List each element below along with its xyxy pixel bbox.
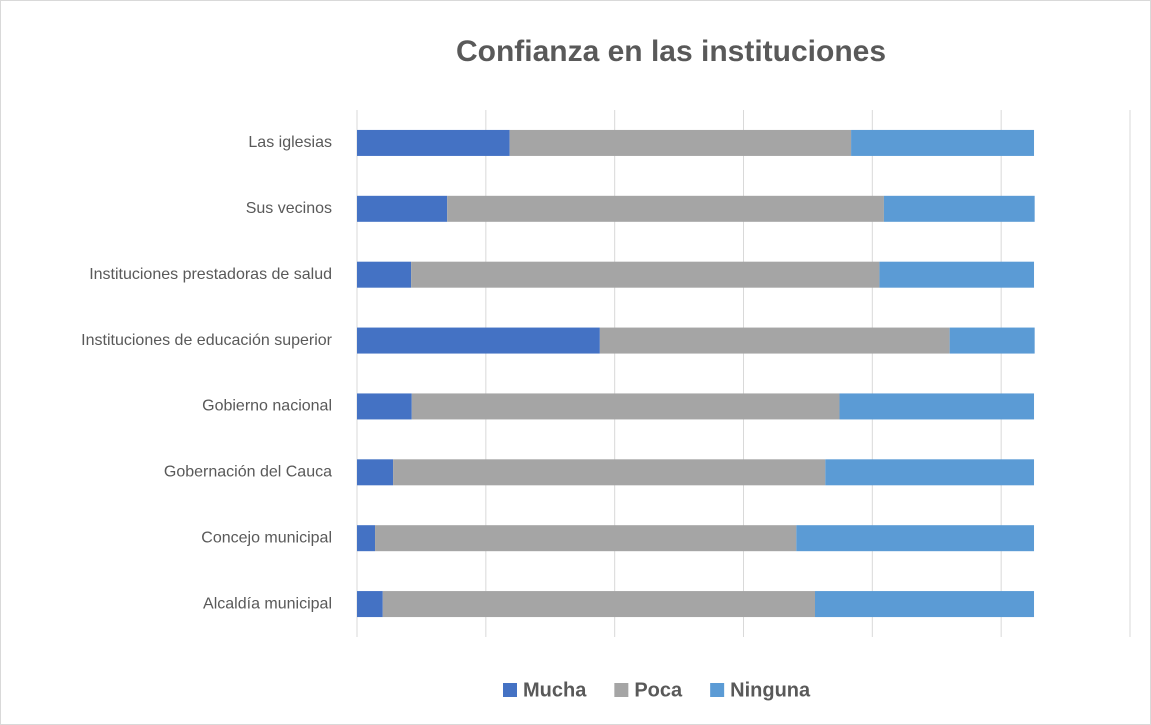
bar-segment (825, 459, 1035, 486)
bar-segment (815, 591, 1035, 618)
y-tick-label: Sus vecinos (246, 200, 332, 217)
y-tick-label: Gobernación del Cauca (164, 464, 332, 481)
bar-segment (357, 129, 510, 156)
bar-segment (357, 591, 383, 618)
bar-segment (357, 525, 376, 552)
bar-segment (411, 393, 840, 420)
y-tick-label: Instituciones prestadoras de salud (89, 266, 332, 283)
y-tick-label: Concejo municipal (201, 529, 332, 546)
legend-swatch (710, 683, 725, 697)
bar-segment (357, 327, 600, 354)
bar-segment (883, 195, 1035, 222)
bar-segment (851, 129, 1035, 156)
bar-segment (357, 261, 412, 288)
bar-segment (509, 129, 852, 156)
bar-segment (357, 195, 448, 222)
bar-segment (447, 195, 884, 222)
bar-segment (357, 459, 394, 486)
bar-segment (375, 525, 797, 552)
y-tick-label: Instituciones de educación superior (81, 332, 332, 349)
bar-segment (839, 393, 1035, 420)
bar-segment (382, 591, 816, 618)
legend-swatch (503, 683, 517, 697)
y-tick-label: Alcaldía municipal (203, 595, 332, 612)
bar-segment (879, 261, 1035, 288)
bar-segment (393, 459, 826, 486)
y-tick-label: Gobierno nacional (202, 398, 332, 415)
legend-swatch (614, 683, 629, 697)
bar-segment (599, 327, 950, 354)
bar-segment (411, 261, 880, 288)
y-tick-label: Las iglesias (248, 134, 332, 151)
bar-segment (357, 393, 412, 420)
legend-label: Ninguna (730, 679, 811, 701)
bar-segment (796, 525, 1035, 552)
legend-label: Poca (634, 679, 683, 701)
legend-label: Mucha (523, 679, 587, 701)
bar-segment (949, 327, 1035, 354)
chart-title: Confianza en las instituciones (456, 35, 886, 68)
